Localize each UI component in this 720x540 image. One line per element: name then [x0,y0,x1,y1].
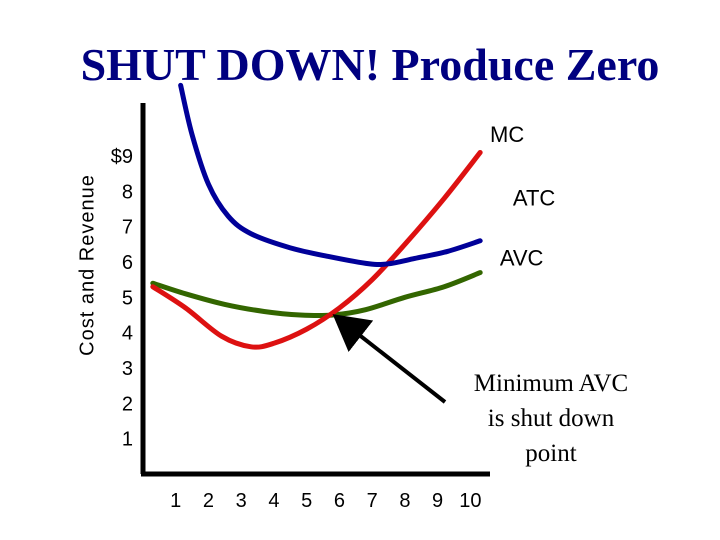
x-tick-label: 1 [170,490,181,512]
curves-layer [150,82,483,350]
x-tick-label: 6 [334,490,345,512]
avc-label: AVC [500,246,544,271]
x-tick-label: 8 [399,490,410,512]
mc-curve [150,149,483,350]
x-tick-label: 7 [367,490,378,512]
y-tick-label: 3 [122,358,133,380]
shutdown-annotation: Minimum AVC is shut down point [446,366,656,471]
y-tick-label: 7 [122,217,133,239]
x-tick-label: 2 [203,490,214,512]
axes-layer [140,103,490,477]
annotation-line: Minimum AVC [473,370,629,397]
y-tick-label: $9 [111,146,133,168]
x-tick-label: 9 [432,490,443,512]
y-tick-label: 6 [122,252,133,274]
atc-label: ATC [513,185,555,210]
slide-title: SHUT DOWN! Produce Zero [80,39,660,90]
mc-label: MC [490,122,524,147]
avc-curve [150,270,483,319]
shutdown-point-arrow [332,314,447,404]
series-labels-layer: MC ATC AVC [490,122,555,271]
atc-curve [178,82,483,268]
y-tick-label: 5 [122,287,133,309]
y-tick-label: 1 [122,429,133,451]
x-tick-label: 10 [459,490,481,512]
x-tick-label: 4 [268,490,279,512]
y-tick-label: 8 [122,181,133,203]
y-tick-label: 2 [122,393,133,415]
annotation-line: point [525,440,577,467]
x-tick-label: 3 [236,490,247,512]
annotation-line: is shut down [487,405,615,432]
y-tick-label: 4 [122,323,133,345]
x-tick-label: 5 [301,490,312,512]
